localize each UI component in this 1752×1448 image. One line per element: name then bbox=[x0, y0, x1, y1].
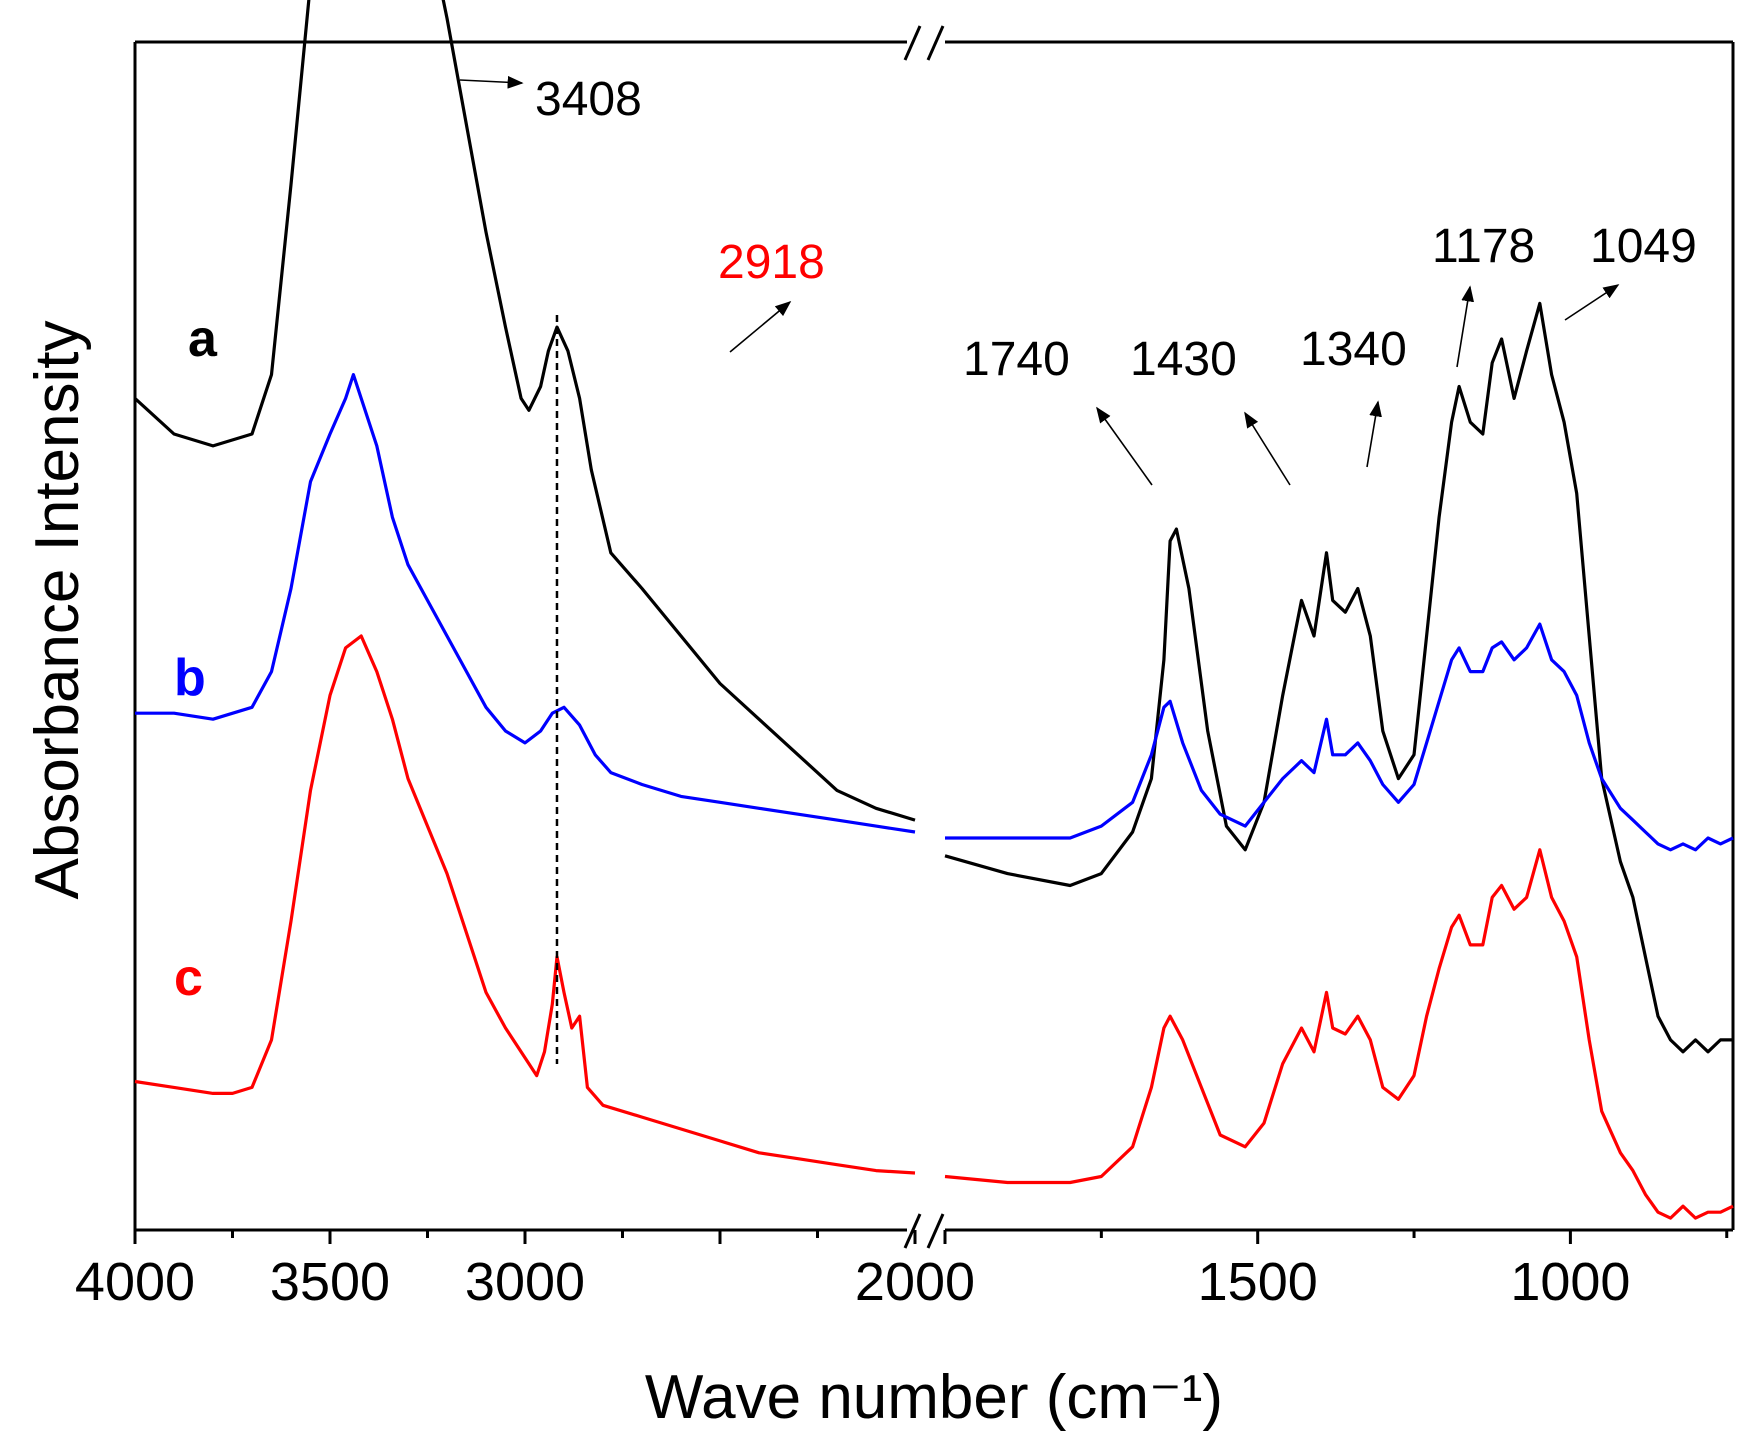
axis-frame bbox=[133, 40, 1735, 1232]
arrow-1049 bbox=[1564, 284, 1620, 321]
series-b-right bbox=[945, 622, 1734, 852]
arrow-2918 bbox=[729, 300, 792, 353]
annotation-1430: 1430 bbox=[1130, 333, 1237, 386]
series-label-b: b bbox=[174, 649, 206, 707]
annotation-1340: 1340 bbox=[1300, 323, 1407, 376]
x-axis-title: Wave number (cm⁻¹) bbox=[645, 1363, 1223, 1432]
x-tick-labels: 4000 3500 3000 2000 1500 1000 bbox=[75, 1252, 1631, 1312]
arrow-1178 bbox=[1456, 285, 1475, 368]
arrow-1340 bbox=[1366, 400, 1382, 468]
x-tick-label-3000: 3000 bbox=[465, 1252, 585, 1312]
arrow-1740 bbox=[1096, 406, 1153, 486]
annotation-1049: 1049 bbox=[1590, 220, 1697, 273]
x-tick-label-1500: 1500 bbox=[1198, 1252, 1318, 1312]
annotation-arrows bbox=[459, 75, 1620, 486]
arrow-1430 bbox=[1244, 411, 1291, 486]
axis-break-marks bbox=[903, 25, 945, 1249]
annotation-1178: 1178 bbox=[1432, 220, 1535, 273]
annotation-2918: 2918 bbox=[718, 236, 825, 289]
x-tick-label-3500: 3500 bbox=[270, 1252, 390, 1312]
series-c-right bbox=[944, 848, 1734, 1220]
x-tick-label-2000: 2000 bbox=[855, 1252, 975, 1312]
series-a-right bbox=[944, 301, 1733, 1054]
break-mark-bottom-2 bbox=[926, 1213, 945, 1249]
series-label-c: c bbox=[174, 949, 203, 1007]
series-a-left bbox=[133, 0, 916, 822]
break-mark-top-2 bbox=[926, 25, 945, 61]
series-c-left bbox=[134, 634, 916, 1175]
annotation-1740: 1740 bbox=[963, 333, 1070, 386]
series-b-left bbox=[135, 373, 916, 834]
series-label-a: a bbox=[188, 310, 218, 368]
y-axis-title: Absorbance Intensity bbox=[23, 320, 92, 899]
x-tick-label-4000: 4000 bbox=[75, 1252, 195, 1312]
x-tick-label-1000: 1000 bbox=[1510, 1252, 1630, 1312]
series-lines bbox=[133, 0, 1734, 1220]
annotation-3408: 3408 bbox=[535, 73, 642, 126]
break-mark-top-1 bbox=[903, 25, 922, 61]
break-mark-bottom-1 bbox=[903, 1213, 922, 1249]
arrow-3408 bbox=[459, 75, 524, 89]
x-ticks bbox=[133, 1230, 1729, 1244]
